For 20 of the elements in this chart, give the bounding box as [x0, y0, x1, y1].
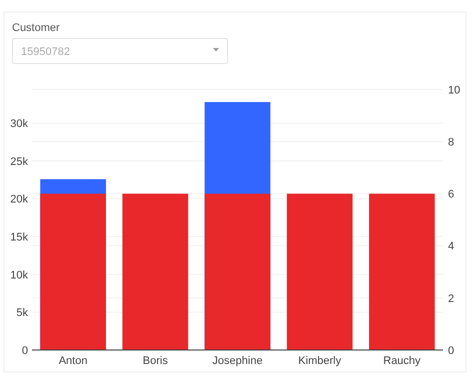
y2-tick-label: 10 [448, 84, 460, 96]
x-tick-label: Anton [58, 355, 88, 367]
y-tick-label: 0 [22, 344, 28, 357]
y-tick-label: 30k [10, 118, 28, 130]
x-tick-label: Kimberly [298, 355, 342, 367]
y-tick-label: 20k [10, 194, 28, 206]
y2-tick-label: 4 [448, 240, 454, 253]
text: Customer [12, 22, 60, 34]
y-tick-label: 25k [10, 156, 28, 168]
y2-tick-label: 2 [448, 292, 454, 305]
x-tick-label: Boris [142, 355, 168, 367]
x-tick-label: Josephine [212, 355, 263, 367]
y-tick-label: 10k [10, 269, 28, 282]
y-tick-label: 15k [10, 231, 28, 244]
dropdown-field: 15950782 [12, 38, 228, 64]
x-tick-label: Rauchy [383, 355, 422, 367]
y2-tick-label: 0 [448, 344, 454, 357]
y-tick-label: 5k [16, 307, 28, 320]
y2-tick-label: 8 [448, 136, 454, 148]
y2-tick-label: 6 [448, 188, 454, 201]
